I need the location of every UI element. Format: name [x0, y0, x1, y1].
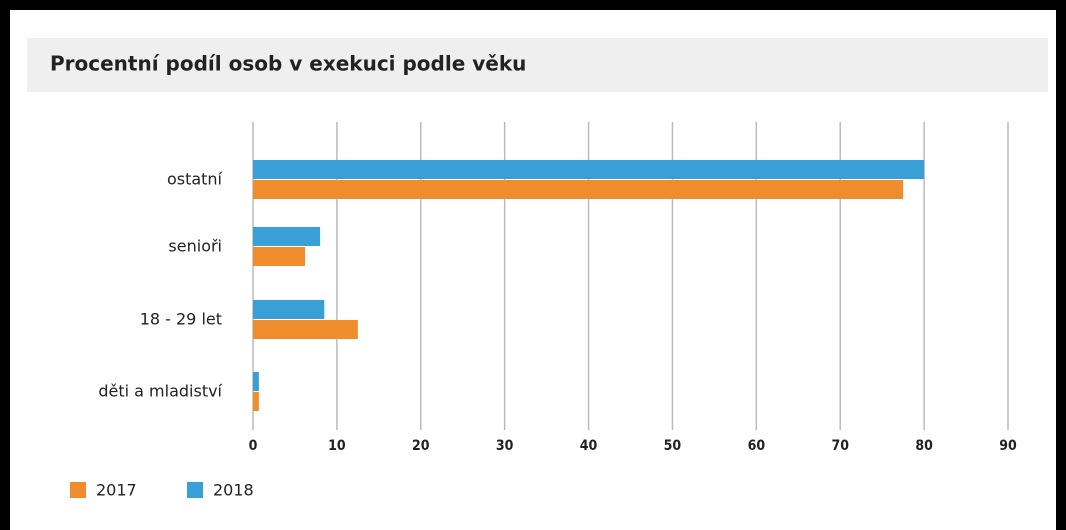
- x-tick-label: 10: [328, 438, 346, 454]
- y-tick-label: ostatní: [167, 170, 223, 189]
- x-tick-label: 40: [580, 438, 598, 454]
- x-tick-label: 60: [748, 438, 766, 454]
- x-tick-label: 50: [664, 438, 682, 454]
- legend-swatch: [70, 482, 86, 498]
- bar: [253, 320, 358, 339]
- legend-label: 2018: [213, 481, 254, 500]
- title-bar: [27, 38, 1048, 92]
- x-tick-label: 70: [831, 438, 849, 454]
- bar: [253, 227, 321, 246]
- bar: [253, 300, 325, 319]
- x-tick-label: 90: [999, 438, 1017, 454]
- y-tick-label: 18 - 29 let: [140, 310, 222, 329]
- panel: [10, 10, 1056, 530]
- legend-swatch: [187, 482, 203, 498]
- y-tick-label: senioři: [168, 237, 222, 256]
- x-tick-label: 0: [249, 438, 258, 454]
- chart-title: Procentní podíl osob v exekuci podle věk…: [50, 52, 526, 76]
- x-tick-label: 30: [496, 438, 514, 454]
- x-tick-label: 20: [412, 438, 430, 454]
- bar: [253, 247, 306, 266]
- x-tick-label: 80: [915, 438, 933, 454]
- bar: [253, 372, 259, 391]
- bar: [253, 392, 259, 411]
- legend-label: 2017: [96, 481, 137, 500]
- bar: [253, 180, 904, 199]
- bar: [253, 160, 925, 179]
- y-tick-label: děti a mladiství: [98, 382, 222, 401]
